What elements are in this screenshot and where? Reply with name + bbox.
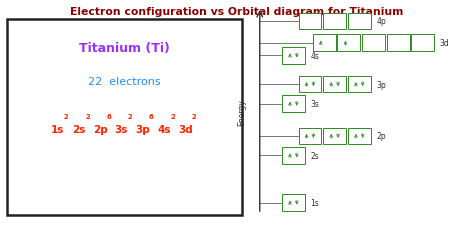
Text: 22  electrons: 22 electrons	[88, 76, 161, 86]
Text: Titanium (Ti): Titanium (Ti)	[79, 42, 170, 55]
Text: 6: 6	[106, 114, 111, 120]
Bar	[348, 14, 371, 30]
Text: 2: 2	[128, 114, 133, 120]
Text: 2p: 2p	[376, 132, 386, 141]
Text: 1s: 1s	[51, 124, 64, 134]
Bar	[282, 48, 305, 64]
Bar	[282, 194, 305, 211]
Bar	[323, 76, 346, 93]
Text: 4s: 4s	[157, 124, 171, 134]
Text: Energy: Energy	[237, 99, 246, 125]
Bar	[348, 128, 371, 144]
Text: 2s: 2s	[72, 124, 85, 134]
Text: 4s: 4s	[310, 52, 319, 61]
Text: 3p: 3p	[376, 80, 386, 89]
Text: 3d: 3d	[440, 39, 450, 48]
Text: 6: 6	[149, 114, 154, 120]
Text: 3s: 3s	[115, 124, 128, 134]
Text: 2p: 2p	[93, 124, 108, 134]
Bar	[313, 35, 336, 52]
Bar	[348, 76, 371, 93]
Text: 3s: 3s	[310, 100, 319, 109]
Text: 2s: 2s	[310, 151, 319, 160]
Text: 2: 2	[64, 114, 69, 120]
Text: 2: 2	[171, 114, 175, 120]
Text: 3d: 3d	[178, 124, 193, 134]
Bar	[411, 35, 434, 52]
Text: 4p: 4p	[376, 17, 386, 26]
Text: 3p: 3p	[136, 124, 151, 134]
Bar	[323, 14, 346, 30]
Bar	[323, 128, 346, 144]
Bar	[299, 128, 321, 144]
Text: 1s: 1s	[310, 198, 319, 207]
Bar	[299, 14, 321, 30]
Bar	[282, 96, 305, 112]
Bar	[282, 147, 305, 164]
Bar	[387, 35, 410, 52]
Bar	[362, 35, 385, 52]
Text: 2: 2	[85, 114, 90, 120]
Bar	[7, 19, 242, 215]
Bar	[337, 35, 360, 52]
Text: Electron configuration vs Orbital diagram for Titanium: Electron configuration vs Orbital diagra…	[70, 7, 404, 17]
Text: 2: 2	[191, 114, 197, 120]
Bar	[299, 76, 321, 93]
